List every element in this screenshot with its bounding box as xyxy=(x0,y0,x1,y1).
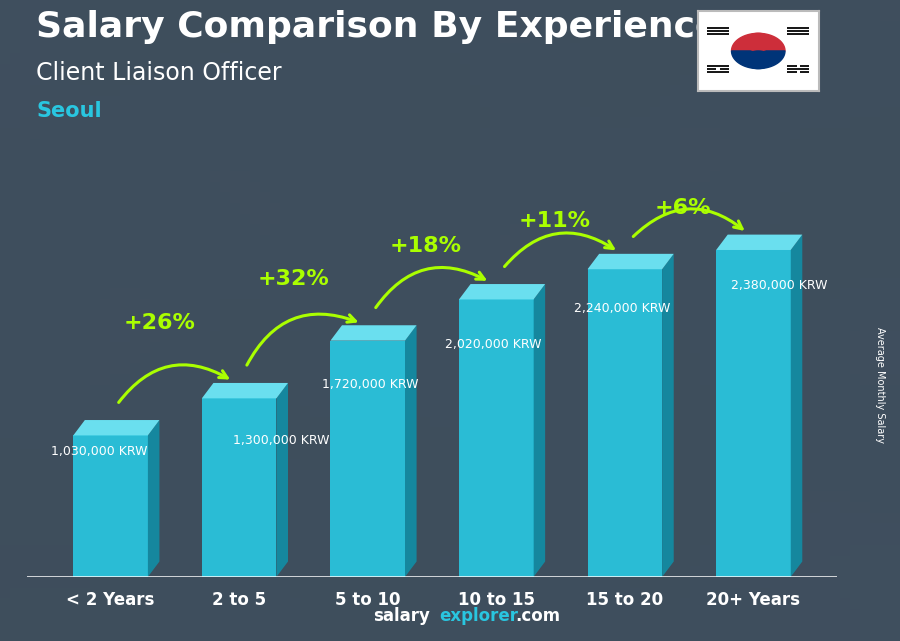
Polygon shape xyxy=(732,33,785,51)
Bar xyxy=(800,71,809,73)
Bar xyxy=(720,68,729,71)
Bar xyxy=(707,68,716,71)
Text: 1,720,000 KRW: 1,720,000 KRW xyxy=(322,378,418,392)
Bar xyxy=(788,71,796,73)
Text: 1,030,000 KRW: 1,030,000 KRW xyxy=(51,445,148,458)
Text: .com: .com xyxy=(515,607,560,625)
Polygon shape xyxy=(716,235,802,250)
Bar xyxy=(788,29,809,31)
Polygon shape xyxy=(330,325,417,340)
Polygon shape xyxy=(148,420,159,577)
Bar xyxy=(788,26,809,28)
Polygon shape xyxy=(276,383,288,577)
Bar xyxy=(716,250,791,577)
Polygon shape xyxy=(534,284,545,577)
Bar xyxy=(707,65,729,67)
Bar xyxy=(459,299,534,577)
Bar xyxy=(788,65,796,67)
Text: Seoul: Seoul xyxy=(36,101,102,121)
Text: 2,240,000 KRW: 2,240,000 KRW xyxy=(574,301,670,315)
Text: Client Liaison Officer: Client Liaison Officer xyxy=(36,61,282,85)
Bar xyxy=(73,435,148,577)
Polygon shape xyxy=(745,51,771,69)
Polygon shape xyxy=(732,51,785,69)
Text: salary: salary xyxy=(374,607,430,625)
Text: 2,020,000 KRW: 2,020,000 KRW xyxy=(446,338,542,351)
Text: Salary Comparison By Experience: Salary Comparison By Experience xyxy=(36,10,719,44)
Polygon shape xyxy=(791,235,802,577)
Polygon shape xyxy=(405,325,417,577)
Bar xyxy=(330,340,405,577)
Polygon shape xyxy=(73,420,159,435)
Polygon shape xyxy=(662,254,674,577)
Text: +18%: +18% xyxy=(390,236,462,256)
Bar xyxy=(707,26,729,28)
Bar xyxy=(800,65,809,67)
Polygon shape xyxy=(459,284,545,299)
Text: 1,300,000 KRW: 1,300,000 KRW xyxy=(233,434,329,447)
Text: 2,380,000 KRW: 2,380,000 KRW xyxy=(731,279,827,292)
Text: +26%: +26% xyxy=(123,313,195,333)
Bar xyxy=(788,33,809,35)
Polygon shape xyxy=(588,254,674,269)
Bar xyxy=(707,71,729,73)
Text: +6%: +6% xyxy=(654,197,711,218)
Bar xyxy=(707,33,729,35)
Bar xyxy=(202,398,276,577)
Text: +32%: +32% xyxy=(257,269,329,289)
Text: Average Monthly Salary: Average Monthly Salary xyxy=(875,327,886,442)
Bar xyxy=(707,29,729,31)
Text: explorer: explorer xyxy=(439,607,518,625)
Polygon shape xyxy=(745,33,771,51)
Bar xyxy=(588,269,662,577)
Text: +11%: +11% xyxy=(518,211,590,231)
Bar xyxy=(788,68,809,71)
Polygon shape xyxy=(202,383,288,398)
